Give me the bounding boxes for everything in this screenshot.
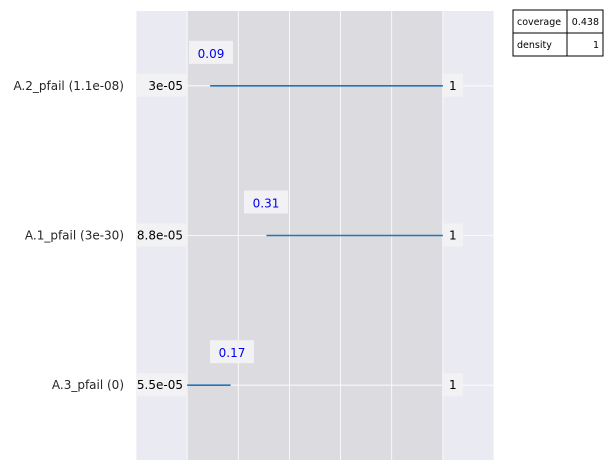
high-bound-label: 1 bbox=[449, 378, 457, 392]
rows: A.2_pfail (1.1e-08) 3e-05 1 0.09 A.1_pfail (… bbox=[13, 40, 494, 397]
low-bound-label: 5.5e-05 bbox=[137, 378, 183, 392]
row-label: A.1_pfail (3e-30) bbox=[25, 229, 124, 243]
coverage-label: coverage bbox=[517, 17, 561, 28]
row: A.2_pfail (1.1e-08) 3e-05 1 0.09 bbox=[13, 40, 494, 97]
annotation-value: 0.17 bbox=[219, 346, 246, 360]
density-value: 1 bbox=[593, 40, 599, 51]
density-label: density bbox=[517, 40, 552, 51]
low-label-box bbox=[136, 373, 187, 397]
low-bound-label: 8.8e-05 bbox=[137, 229, 183, 243]
annotation-box bbox=[244, 190, 288, 214]
annotation-value: 0.31 bbox=[253, 197, 280, 211]
high-label-box bbox=[442, 373, 463, 397]
coverage-value: 0.438 bbox=[572, 17, 599, 28]
high-bound-label: 1 bbox=[449, 79, 457, 93]
annotation-box bbox=[189, 40, 233, 64]
high-bound-label: 1 bbox=[449, 229, 457, 243]
stats-table: coverage 0.438 density 1 bbox=[512, 9, 604, 57]
row-label: A.3_pfail (0) bbox=[52, 378, 124, 392]
low-label-box bbox=[136, 223, 187, 247]
high-label-box bbox=[442, 73, 463, 97]
annotation-box bbox=[210, 340, 254, 364]
low-label-box bbox=[136, 73, 187, 97]
row: A.1_pfail (3e-30) 8.8e-05 1 0.31 bbox=[25, 190, 494, 247]
row-label: A.2_pfail (1.1e-08) bbox=[13, 79, 124, 93]
low-bound-label: 3e-05 bbox=[148, 79, 183, 93]
high-label-box bbox=[442, 223, 463, 247]
row: A.3_pfail (0) 5.5e-05 1 0.17 bbox=[52, 340, 494, 397]
annotation-value: 0.09 bbox=[198, 47, 225, 61]
